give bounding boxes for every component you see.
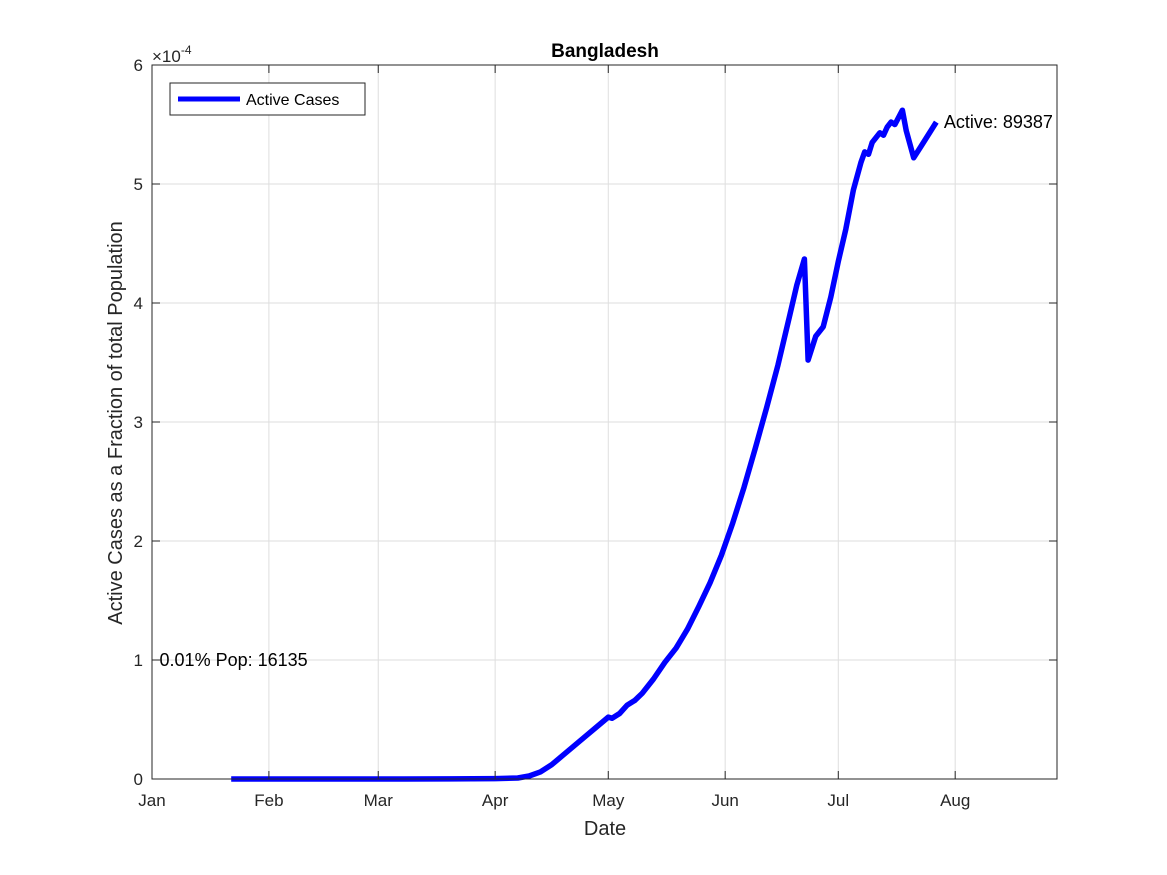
y-tick-labels: 0 1 2 3 4 5 6 bbox=[134, 56, 143, 789]
y-tick-label: 3 bbox=[134, 413, 143, 432]
series-layer bbox=[231, 107, 939, 782]
y-tick-label: 4 bbox=[134, 294, 143, 313]
y-tick-label: 0 bbox=[134, 770, 143, 789]
y-tick-label: 2 bbox=[134, 532, 143, 551]
annotation-active-count: Active: 89387 bbox=[944, 112, 1053, 132]
legend-entry-active-cases: Active Cases bbox=[246, 92, 339, 109]
x-tick-label: Jul bbox=[827, 791, 849, 810]
y-tick-label: 5 bbox=[134, 175, 143, 194]
x-tick-label: Mar bbox=[364, 791, 394, 810]
x-tick-labels: Jan Feb Mar Apr May Jun Jul Aug bbox=[138, 791, 970, 810]
y-tick-label: 1 bbox=[134, 651, 143, 670]
annotation-population-threshold: 0.01% Pop: 16135 bbox=[160, 650, 308, 670]
x-tick-label: Jun bbox=[711, 791, 738, 810]
x-tick-label: Aug bbox=[940, 791, 970, 810]
tick-marks bbox=[151, 64, 1057, 780]
x-axis-label: Date bbox=[584, 818, 626, 840]
x-tick-label: Feb bbox=[254, 791, 283, 810]
chart-title: Bangladesh bbox=[551, 41, 659, 62]
annotations: Active: 89387 0.01% Pop: 16135 bbox=[160, 112, 1053, 670]
legend: Active Cases bbox=[169, 82, 366, 116]
y-axis-exponent: ×10-4 bbox=[152, 43, 192, 66]
x-tick-label: May bbox=[592, 791, 625, 810]
y-axis-label: Active Cases as a Fraction of total Popu… bbox=[105, 221, 127, 625]
plot-area bbox=[151, 64, 1058, 782]
series-line-active-cases bbox=[231, 107, 939, 782]
y-tick-label: 6 bbox=[134, 56, 143, 75]
x-tick-label: Jan bbox=[138, 791, 165, 810]
x-tick-label: Apr bbox=[482, 791, 509, 810]
grid bbox=[151, 64, 1057, 780]
